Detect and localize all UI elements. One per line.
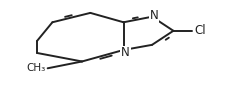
Text: N: N [150, 9, 158, 22]
Text: CH₃: CH₃ [26, 63, 45, 73]
Text: Cl: Cl [195, 24, 206, 37]
Text: N: N [121, 46, 130, 59]
